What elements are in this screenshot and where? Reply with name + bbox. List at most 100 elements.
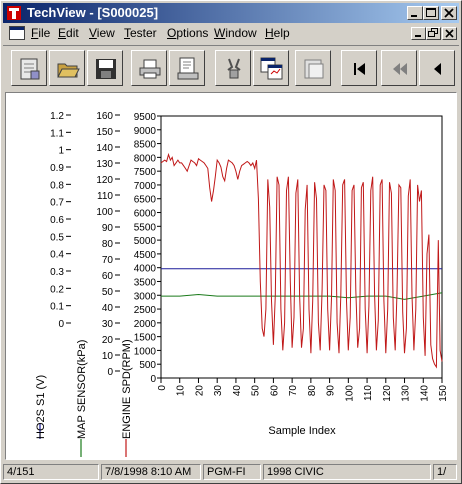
menu-tester-rest: ester [130, 26, 157, 40]
status-datetime: 7/8/1998 8:10 AM [101, 464, 201, 480]
rpm-axis: 9500900085008000750070006500600055005000… [121, 112, 161, 457]
series-line [160, 152, 443, 369]
first-frame-button[interactable] [341, 50, 377, 86]
x-axis: 0 10 20 30 40 50 60 70 80 90 100 110 120 130 140 150 [157, 378, 449, 402]
x-tick-label: 60 [269, 385, 280, 397]
y-tick-label: 90 [102, 223, 114, 234]
y-tick-label: 2500 [134, 305, 157, 316]
document-system-icon[interactable] [9, 26, 25, 40]
previous-frame-button[interactable] [381, 50, 417, 86]
tester-connect-icon [227, 58, 241, 79]
paste-window-button[interactable] [295, 50, 331, 86]
menu-options-accel: O [167, 26, 177, 40]
y-tick-label: 30 [102, 319, 114, 330]
mdi-restore-button[interactable] [426, 27, 441, 40]
status-bar: 4/151 7/8/1998 8:10 AM PGM-FI 1998 CIVIC… [3, 462, 459, 482]
menu-file-accel: F [31, 26, 39, 40]
step-back-button[interactable] [419, 50, 455, 86]
tester-connect-button[interactable] [215, 50, 251, 86]
y-tick-label: 100 [96, 207, 113, 218]
techview-app-icon [7, 6, 21, 20]
print-preview-button[interactable] [169, 50, 205, 86]
y-tick-label: 120 [96, 175, 113, 186]
window-title: TechView - [S000025] [27, 5, 159, 20]
x-tick-label: 10 [176, 385, 187, 397]
minimize-icon [415, 35, 421, 37]
y-tick-label: 0.6 [50, 215, 64, 226]
y-tick-label: 7000 [134, 181, 157, 192]
mdi-close-button[interactable] [442, 27, 457, 40]
x-axis-label: Sample Index [268, 425, 336, 437]
y-tick-label: 500 [139, 360, 156, 371]
menu-tester[interactable]: Tester [124, 26, 157, 40]
x-tick-label: 70 [288, 385, 299, 397]
menu-file-rest: ile [38, 26, 51, 40]
menu-options-rest: ptions [176, 26, 209, 40]
y-tick-label: 5500 [134, 222, 157, 233]
y-tick-label: 1.1 [50, 128, 64, 139]
maximize-button[interactable] [423, 6, 439, 20]
plot-frame [160, 115, 443, 379]
menu-edit[interactable]: Edit [58, 26, 79, 40]
ho2s-axis: 1.2 1.1 1 0.9 0.8 0.7 0.6 0.5 0.4 0.3 0.2 0.1 0 HO2S … [35, 111, 71, 439]
x-tick-label: 130 [401, 385, 412, 402]
menu-view[interactable]: View [89, 26, 115, 40]
y-tick-label: 1 [58, 146, 64, 157]
y-tick-label: 110 [97, 191, 113, 202]
series-axis-name: HO2S S1 (V) [35, 375, 47, 439]
status-frame: 4/151 [3, 464, 99, 480]
x-tick-label: 120 [382, 385, 393, 402]
menu-file[interactable]: File [31, 26, 50, 40]
y-tick-label: 8500 [134, 140, 157, 151]
y-tick-label: 80 [102, 239, 114, 250]
y-tick-label: 0.1 [50, 302, 64, 313]
minimize-button[interactable] [407, 6, 423, 20]
data-chart[interactable]: 1.2 1.1 1 0.9 0.8 0.7 0.6 0.5 0.4 0.3 0.2 0.1 0 HO2S … [6, 93, 456, 459]
report-button[interactable] [11, 50, 47, 86]
menu-bar: File Edit View Tester Options Window Hel… [3, 24, 459, 43]
menu-edit-accel: E [58, 26, 67, 40]
y-tick-label: 1000 [134, 346, 157, 357]
y-tick-label: 5000 [134, 236, 157, 247]
status-page: 1/ [433, 464, 457, 480]
y-tick-label: 3500 [134, 277, 157, 288]
copy-window-button[interactable] [253, 50, 289, 86]
menu-help-accel: H [265, 26, 274, 40]
title-bar[interactable]: TechView - [S000025] [3, 3, 459, 23]
mdi-minimize-button[interactable] [411, 27, 426, 40]
close-button[interactable] [441, 6, 457, 20]
menu-help[interactable]: Help [265, 26, 290, 40]
x-tick-label: 0 [157, 385, 168, 391]
x-tick-label: 140 [419, 385, 430, 402]
y-tick-label: 9500 [134, 112, 157, 123]
menu-help-rest: elp [273, 26, 290, 40]
close-icon [444, 8, 454, 18]
y-tick-label: 6500 [134, 195, 157, 206]
menu-edit-rest: dit [66, 26, 79, 40]
y-tick-label: 40 [102, 303, 114, 314]
y-tick-label: 1.2 [50, 111, 64, 122]
save-button[interactable] [87, 50, 123, 86]
y-tick-label: 0.8 [50, 180, 64, 191]
open-button[interactable] [49, 50, 85, 86]
y-tick-label: 0 [107, 367, 113, 378]
print-preview-icon [177, 57, 199, 80]
y-tick-label: 6000 [134, 209, 157, 220]
report-icon [20, 58, 40, 80]
map-axis: 1601501401301201101009080706050403020100… [76, 111, 120, 457]
y-tick-label: 0.7 [50, 198, 64, 209]
y-tick-label: 0.2 [50, 284, 64, 295]
y-tick-label: 8000 [134, 153, 157, 164]
menu-window[interactable]: Window [214, 26, 257, 40]
y-tick-label: 160 [96, 111, 113, 122]
y-tick-label: 50 [102, 287, 114, 298]
y-tick-label: 0.9 [50, 163, 64, 174]
x-tick-label: 80 [307, 385, 318, 397]
minimize-icon [411, 15, 417, 17]
print-button[interactable] [131, 50, 167, 86]
menu-view-rest: iew [96, 26, 115, 40]
menu-options[interactable]: Options [167, 26, 208, 40]
status-system: PGM-FI [203, 464, 261, 480]
series-axis-name: MAP SENSOR(kPa) [76, 340, 88, 439]
